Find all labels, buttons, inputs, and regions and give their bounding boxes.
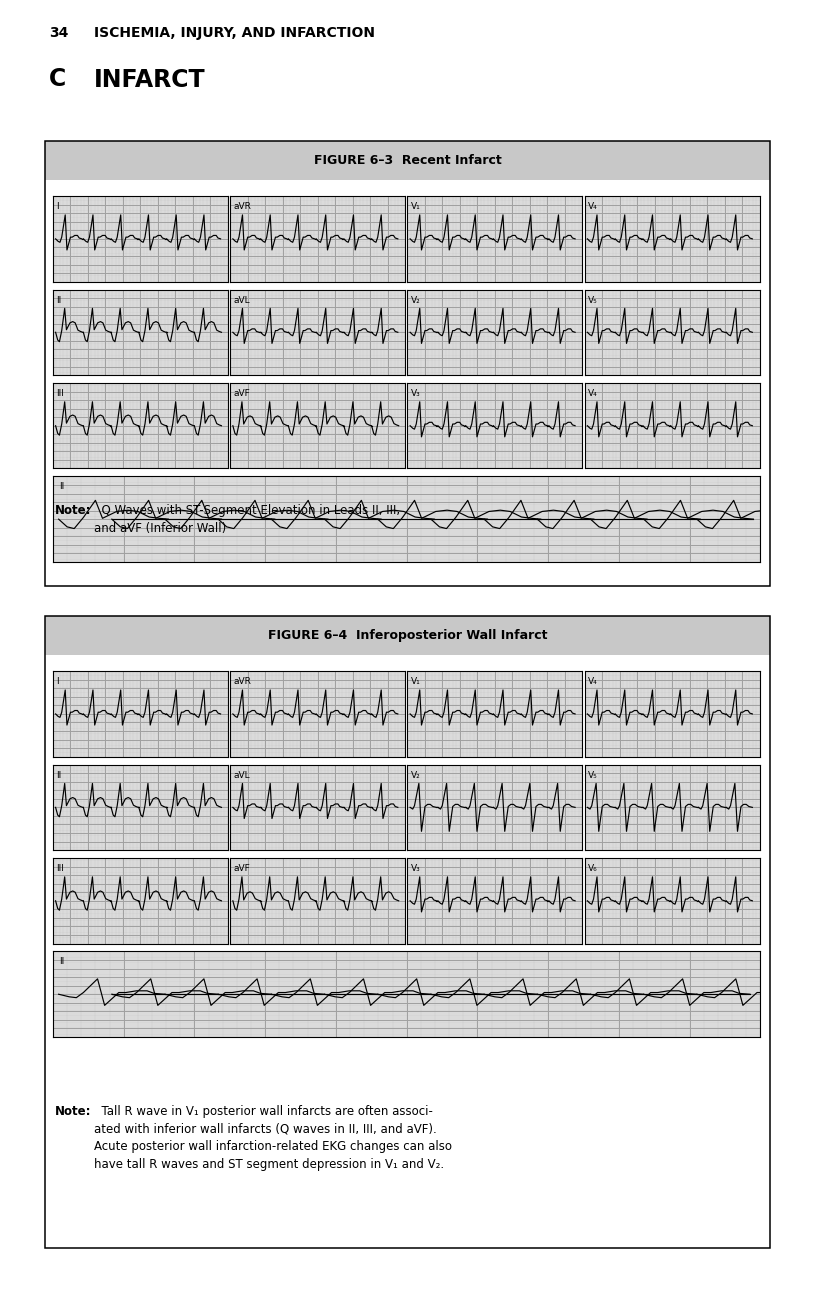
Text: aVL: aVL bbox=[234, 771, 250, 779]
Text: ISCHEMIA, INJURY, AND INFARCTION: ISCHEMIA, INJURY, AND INFARCTION bbox=[94, 26, 375, 39]
Text: V₄: V₄ bbox=[588, 678, 598, 686]
Text: FIGURE 6–4  Inferoposterior Wall Infarct: FIGURE 6–4 Inferoposterior Wall Infarct bbox=[268, 629, 547, 642]
Text: V₃: V₃ bbox=[411, 390, 421, 397]
Text: aVF: aVF bbox=[234, 865, 250, 873]
Text: V₄: V₄ bbox=[588, 203, 598, 211]
Text: II: II bbox=[59, 483, 64, 491]
Text: FIGURE 6–3  Recent Infarct: FIGURE 6–3 Recent Infarct bbox=[314, 154, 501, 167]
Text: I: I bbox=[56, 203, 59, 211]
Text: V₁: V₁ bbox=[411, 678, 421, 686]
Text: I: I bbox=[56, 678, 59, 686]
Text: II: II bbox=[59, 958, 64, 966]
Text: V₃: V₃ bbox=[411, 865, 421, 873]
Text: III: III bbox=[56, 865, 64, 873]
Text: V₄: V₄ bbox=[588, 390, 598, 397]
Text: V₆: V₆ bbox=[588, 865, 598, 873]
Text: Note:: Note: bbox=[55, 1105, 91, 1119]
Text: aVL: aVL bbox=[234, 296, 250, 304]
Text: Tall R wave in V₁ posterior wall infarcts are often associ-
ated with inferior w: Tall R wave in V₁ posterior wall infarct… bbox=[94, 1105, 452, 1171]
Text: C: C bbox=[49, 67, 66, 91]
Text: V₅: V₅ bbox=[588, 296, 598, 304]
Text: III: III bbox=[56, 390, 64, 397]
Text: II: II bbox=[56, 296, 62, 304]
Text: aVR: aVR bbox=[234, 678, 252, 686]
Text: aVF: aVF bbox=[234, 390, 250, 397]
Text: 34: 34 bbox=[49, 26, 68, 39]
Text: II: II bbox=[56, 771, 62, 779]
Text: Note:: Note: bbox=[55, 504, 91, 517]
Text: INFARCT: INFARCT bbox=[94, 68, 205, 92]
Text: V₂: V₂ bbox=[411, 771, 421, 779]
Text: Q Waves with ST-Segment Elevation in Leads II, III,
and aVF (Inferior Wall): Q Waves with ST-Segment Elevation in Lea… bbox=[94, 504, 400, 534]
Text: V₁: V₁ bbox=[411, 203, 421, 211]
Text: aVR: aVR bbox=[234, 203, 252, 211]
Text: V₂: V₂ bbox=[411, 296, 421, 304]
Text: V₅: V₅ bbox=[588, 771, 598, 779]
